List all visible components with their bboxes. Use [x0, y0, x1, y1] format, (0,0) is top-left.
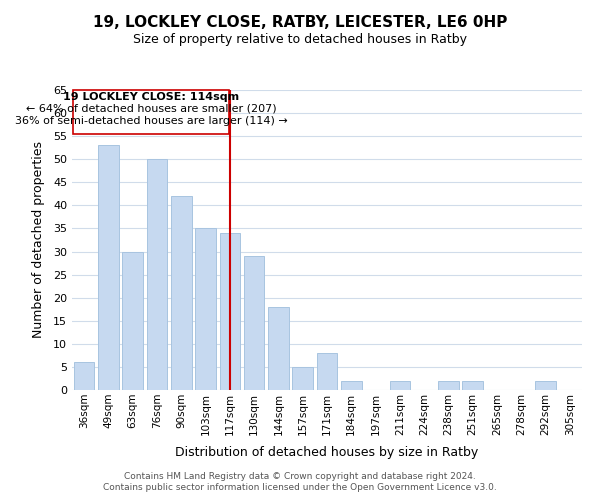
Bar — [389, 381, 410, 390]
Bar — [341, 381, 362, 390]
Y-axis label: Number of detached properties: Number of detached properties — [32, 142, 44, 338]
Bar — [438, 381, 459, 390]
Text: 19 LOCKLEY CLOSE: 114sqm: 19 LOCKLEY CLOSE: 114sqm — [63, 92, 239, 102]
Bar — [146, 159, 167, 390]
Bar — [292, 367, 313, 390]
Text: ← 64% of detached houses are smaller (207): ← 64% of detached houses are smaller (20… — [26, 104, 276, 114]
FancyBboxPatch shape — [73, 90, 229, 134]
Bar — [244, 256, 265, 390]
X-axis label: Distribution of detached houses by size in Ratby: Distribution of detached houses by size … — [175, 446, 479, 459]
Bar — [195, 228, 216, 390]
Bar — [74, 362, 94, 390]
Bar — [317, 353, 337, 390]
Text: Contains public sector information licensed under the Open Government Licence v3: Contains public sector information licen… — [103, 484, 497, 492]
Text: Contains HM Land Registry data © Crown copyright and database right 2024.: Contains HM Land Registry data © Crown c… — [124, 472, 476, 481]
Text: 36% of semi-detached houses are larger (114) →: 36% of semi-detached houses are larger (… — [14, 116, 287, 126]
Bar — [268, 307, 289, 390]
Text: 19, LOCKLEY CLOSE, RATBY, LEICESTER, LE6 0HP: 19, LOCKLEY CLOSE, RATBY, LEICESTER, LE6… — [93, 15, 507, 30]
Bar — [98, 146, 119, 390]
Bar — [463, 381, 483, 390]
Bar — [220, 233, 240, 390]
Bar — [122, 252, 143, 390]
Bar — [171, 196, 191, 390]
Text: Size of property relative to detached houses in Ratby: Size of property relative to detached ho… — [133, 32, 467, 46]
Bar — [535, 381, 556, 390]
